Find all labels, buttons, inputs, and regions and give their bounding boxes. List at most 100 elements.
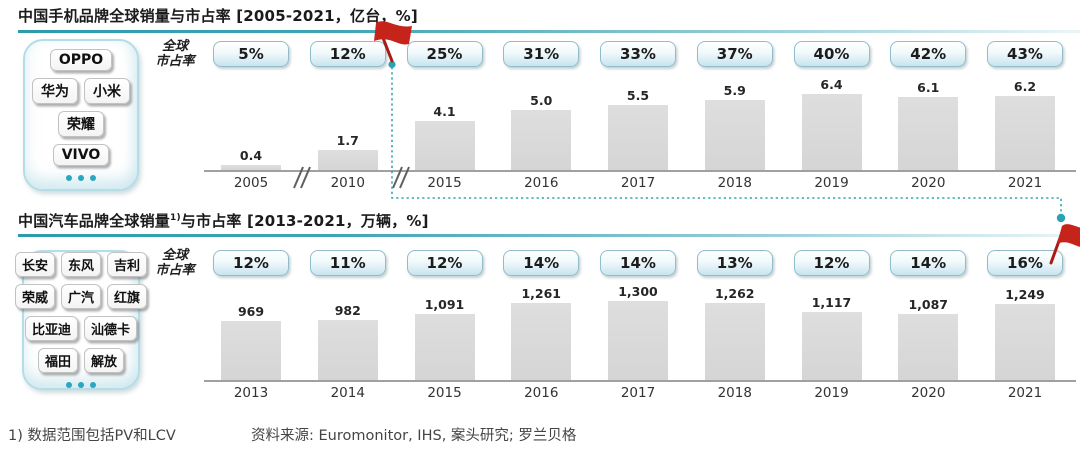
bar-value-label: 5.5 (626, 88, 650, 103)
brand-chip: 荣耀 (58, 111, 104, 137)
year-label: 2013 (233, 385, 269, 401)
year-label: 2019 (814, 175, 849, 191)
share-badge: 12% (213, 250, 289, 276)
sales-bar (317, 320, 378, 380)
brand-chip-row: 比亚迪 汕德卡 (24, 316, 138, 341)
sales-bar (801, 94, 862, 170)
sales-bar (511, 303, 572, 380)
auto-brand-panel: 长安 东风 吉利 荣威 广汽 红旗 比亚迪 汕德卡 福田 解放 (14, 250, 148, 390)
bar-value-label: 1,249 (1005, 287, 1045, 302)
share-badge: 14% (600, 250, 676, 276)
brand-chip-row: VIVO (52, 144, 110, 166)
connector-end-dot (1056, 213, 1066, 223)
brand-chip-row: 福田 解放 (37, 348, 125, 373)
year-label: 2005 (233, 175, 269, 191)
year-label: 2016 (524, 385, 559, 401)
share-badge: 12% (793, 250, 870, 276)
dot-icon (78, 175, 84, 181)
brand-chip-row: 长安 东风 吉利 (14, 252, 148, 277)
year-label: 2021 (1007, 175, 1043, 191)
brand-chip: 小米 (84, 78, 130, 104)
sales-bar (608, 105, 668, 170)
dot-icon (90, 382, 96, 388)
share-badge: 11% (309, 250, 386, 276)
bar-value-label: 1,117 (811, 295, 852, 310)
share-badge: 12% (406, 250, 483, 276)
sales-bar (995, 304, 1055, 380)
year-label: 2016 (524, 175, 559, 191)
share-badge: 31% (503, 41, 580, 67)
year-label: 2020 (911, 385, 946, 401)
sales-bar (801, 312, 862, 380)
bar-value-label: 5.0 (530, 93, 553, 108)
sales-bar (511, 110, 572, 170)
source-line: 资料来源: Euromonitor, IHS, 案头研究; 罗兰贝格 (251, 428, 577, 444)
phone-chart-title-text: 中国手机品牌全球销量与市占率 [2005-2021，亿台，%] (18, 7, 418, 25)
share-badge: 33% (600, 41, 676, 67)
year-label: 2014 (330, 385, 365, 401)
sales-bar (221, 165, 281, 170)
share-badge: 25% (406, 41, 483, 67)
brand-chip: VIVO (52, 144, 110, 166)
brand-chip-row: 华为 小米 (32, 78, 130, 104)
phone-section-accent-line (18, 30, 1080, 33)
phone-chart-title: 中国手机品牌全球销量与市占率 [2005-2021，亿台，%] (18, 5, 418, 26)
bar-value-label: 5.9 (723, 83, 746, 98)
share-badge: 14% (890, 250, 967, 276)
sales-bar (317, 150, 378, 170)
bar-value-label: 4.1 (433, 104, 456, 119)
sales-bar (704, 303, 765, 380)
sales-bar (608, 301, 668, 380)
auto-section-accent-line (18, 234, 1080, 237)
share-badge: 14% (503, 250, 580, 276)
year-label: 2020 (911, 175, 946, 191)
year-label: 2017 (620, 175, 656, 191)
sales-bar (704, 100, 765, 170)
share-badge: 12% (309, 41, 386, 67)
share-badge: 40% (793, 41, 870, 67)
connector-start-dot (388, 60, 396, 69)
bar-value-label: 1,300 (618, 284, 658, 299)
auto-chart-title: 中国汽车品牌全球销量1)与市占率 [2013-2021，万辆，%] (18, 212, 429, 230)
brand-chip: 解放 (84, 348, 125, 373)
share-badge: 42% (890, 41, 967, 67)
year-label: 2015 (427, 175, 462, 191)
phone-global-share-label: 全球 市占率 (155, 39, 195, 69)
bar-value-label: 6.4 (820, 77, 843, 92)
auto-global-share-label: 全球 市占率 (155, 248, 195, 278)
year-label: 2018 (717, 385, 752, 401)
year-label: 2019 (814, 385, 849, 401)
bar-value-label: 1.7 (336, 133, 359, 148)
brand-chip-row: 荣耀 (58, 111, 104, 137)
bar-value-label: 6.1 (917, 80, 940, 95)
sales-bar (221, 321, 281, 380)
share-badge: 13% (696, 250, 773, 276)
sales-bar (995, 96, 1055, 170)
phone-chart-x-axis (204, 170, 1076, 172)
more-brands-dots (66, 175, 96, 181)
brand-chip-row: OPPO (49, 49, 113, 71)
year-label: 2021 (1007, 385, 1043, 401)
bar-value-label: 6.2 (1013, 79, 1037, 94)
dot-icon (66, 175, 72, 181)
bar-value-label: 1,087 (908, 297, 949, 312)
bar-value-label: 1,261 (521, 286, 562, 301)
brand-chip: 荣威 (14, 284, 55, 309)
auto-chart-x-axis (204, 380, 1076, 382)
dot-icon (66, 382, 72, 388)
brand-chip: 福田 (37, 348, 78, 373)
brand-chip: 吉利 (107, 252, 148, 277)
dot-icon (90, 175, 96, 181)
share-badge: 37% (696, 41, 773, 67)
year-label: 2010 (330, 175, 365, 191)
brand-chip: 比亚迪 (24, 316, 78, 341)
bar-value-label: 1,091 (424, 297, 465, 312)
brand-chip: 华为 (32, 78, 78, 104)
auto-chart-title-text: 中国汽车品牌全球销量 (18, 212, 171, 230)
year-label: 2018 (717, 175, 752, 191)
footnote: 1) 数据范围包括PV和LCV (8, 428, 176, 444)
sales-bar (898, 97, 959, 170)
share-badge: 16% (987, 250, 1063, 276)
sales-bar (414, 314, 475, 380)
brand-chip: 长安 (14, 252, 55, 277)
